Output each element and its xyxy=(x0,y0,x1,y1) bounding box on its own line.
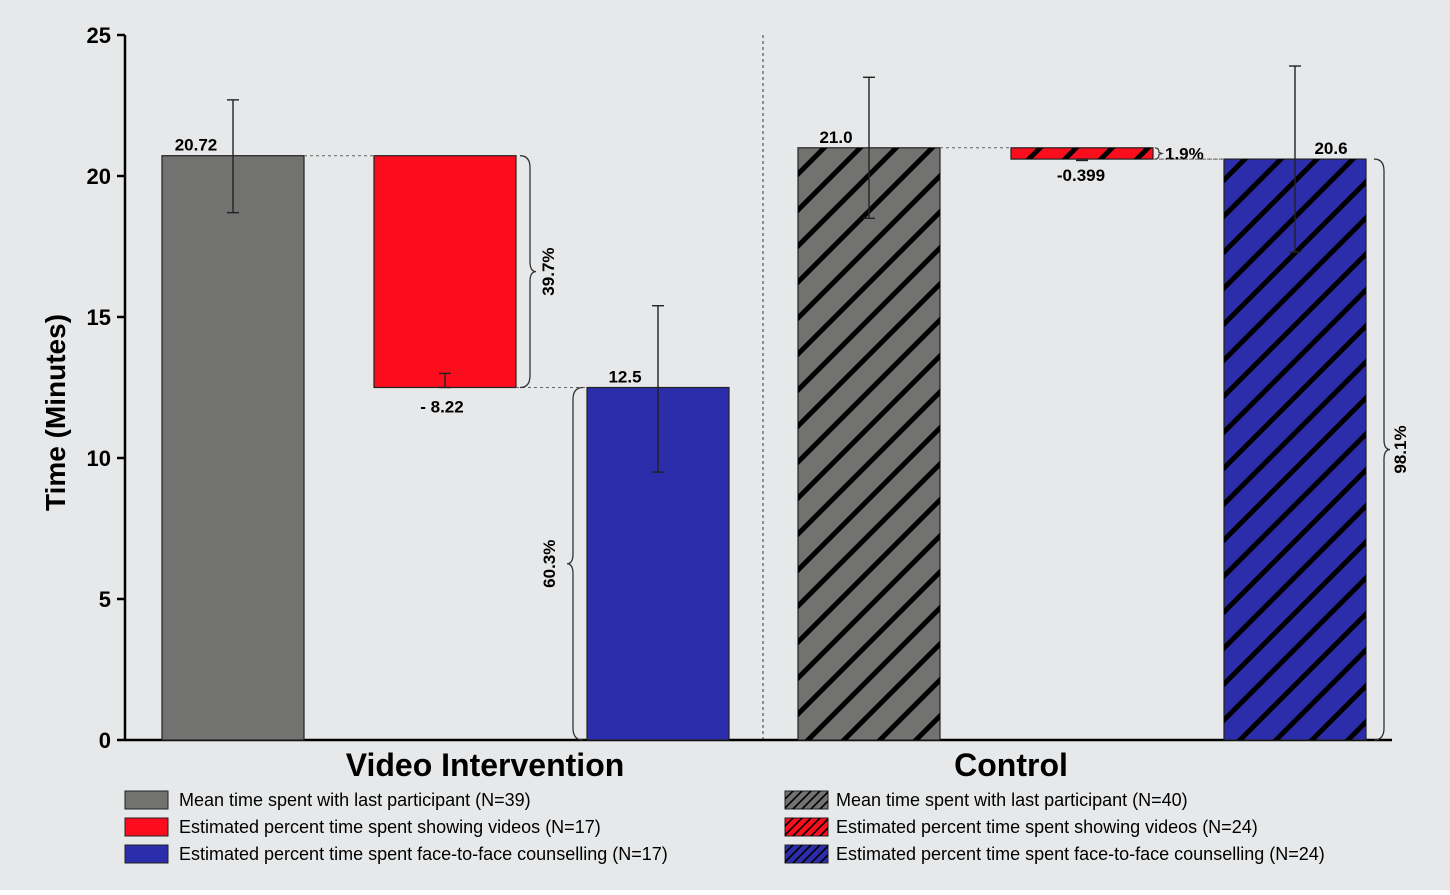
legend-entry: Estimated percent time spent showing vid… xyxy=(836,817,1258,837)
bar-hatch xyxy=(1011,147,1153,160)
y-tick-label: 15 xyxy=(87,305,111,330)
value-label: 21.0 xyxy=(819,128,852,147)
legend-entry: Mean time spent with last participant (N… xyxy=(836,790,1188,810)
bracket-label: 60.3% xyxy=(540,540,559,588)
legend-entry: Mean time spent with last participant (N… xyxy=(179,790,531,810)
bracket-label: 1.9% xyxy=(1165,144,1204,163)
value-label: 20.72 xyxy=(175,136,218,155)
group-label-control: Control xyxy=(954,747,1068,783)
bar-video-intervention-videos xyxy=(373,155,517,389)
bracket-label: 39.7% xyxy=(539,247,558,295)
y-tick-label: 10 xyxy=(87,446,111,471)
y-tick-label: 5 xyxy=(99,587,111,612)
bracket xyxy=(566,386,584,741)
value-label: -0.399 xyxy=(1057,166,1105,185)
value-label: 12.5 xyxy=(608,368,641,387)
legend-swatch-hatch xyxy=(785,818,828,836)
bar-video-intervention-mean xyxy=(161,155,305,741)
value-label: - 8.22 xyxy=(420,398,463,417)
y-tick-label: 25 xyxy=(87,23,111,48)
bracket xyxy=(519,155,537,389)
legend-swatch xyxy=(124,817,169,837)
bar-hatch xyxy=(1224,159,1366,740)
bracket xyxy=(1154,147,1164,160)
legend-swatch-hatch xyxy=(785,845,828,863)
legend-entry: Estimated percent time spent showing vid… xyxy=(179,817,601,837)
group-label-video-intervention: Video Intervention xyxy=(346,747,625,783)
legend-entry: Estimated percent time spent face-to-fac… xyxy=(179,844,668,864)
legend-swatch xyxy=(124,790,169,810)
legend-swatch-hatch xyxy=(785,791,828,809)
y-tick-label: 0 xyxy=(99,728,111,753)
y-tick-label: 20 xyxy=(87,164,111,189)
legend-entry: Estimated percent time spent face-to-fac… xyxy=(836,844,1325,864)
y-axis-title: Time (Minutes) xyxy=(40,314,71,511)
bracket-label: 98.1% xyxy=(1391,425,1410,473)
bracket xyxy=(1373,158,1391,741)
legend-swatch xyxy=(124,844,169,864)
bar-hatch xyxy=(798,147,940,741)
value-label: 20.6 xyxy=(1314,139,1347,158)
